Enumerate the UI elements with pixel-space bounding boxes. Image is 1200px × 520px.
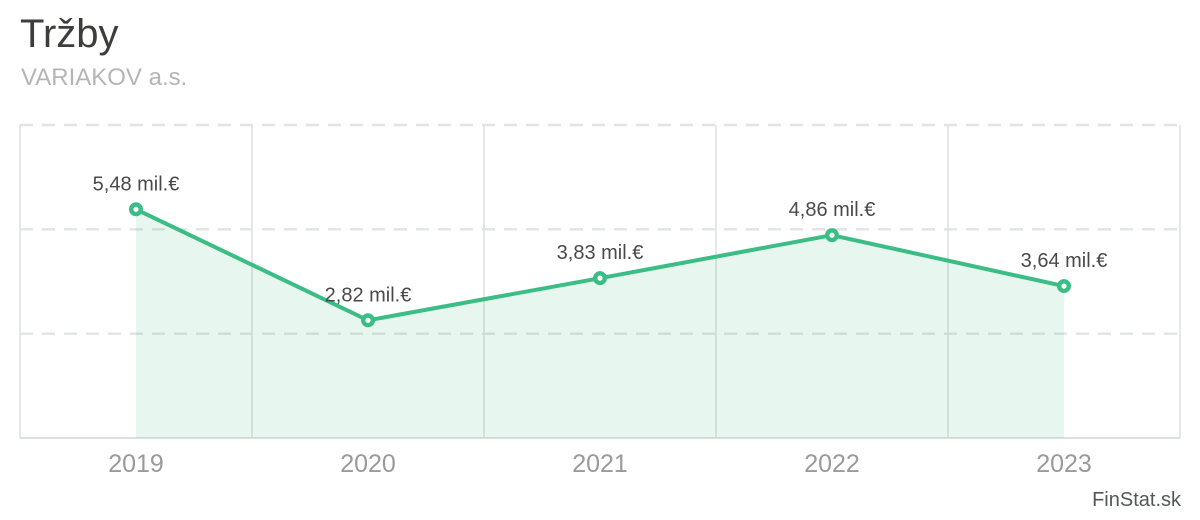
chart-subtitle: VARIAKOV a.s. [21,64,188,91]
data-label-2021: 3,83 mil.€ [557,242,644,264]
data-label-2023: 3,64 mil.€ [1021,250,1108,272]
x-axis-label-2021: 2021 [572,450,628,478]
chart-title: Tržby [20,12,119,56]
data-label-2020: 2,82 mil.€ [325,284,412,306]
finstat-watermark: FinStat.sk [1092,489,1181,511]
x-axis-label-2022: 2022 [804,450,860,478]
x-axis-label-2023: 2023 [1036,450,1092,478]
point-marker-2019[interactable] [128,202,143,217]
data-label-2022: 4,86 mil.€ [789,199,876,221]
x-axis-label-2020: 2020 [340,450,396,478]
point-marker-2023[interactable] [1056,279,1071,294]
point-marker-2021[interactable] [593,271,608,286]
series-area-fill [136,209,1064,438]
point-marker-2022[interactable] [825,228,840,243]
data-label-2019: 5,48 mil.€ [93,173,180,195]
x-axis-label-2019: 2019 [108,450,164,478]
point-marker-2020[interactable] [361,313,376,328]
